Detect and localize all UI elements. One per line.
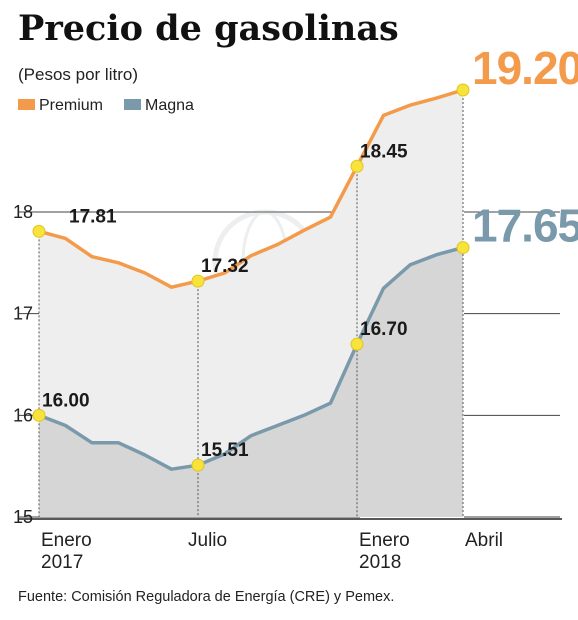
x-tick-label-1: Julio xyxy=(188,530,227,551)
legend-label-premium: Premium xyxy=(39,97,103,114)
series-lines xyxy=(38,88,464,471)
x-tick-line-1-0: Julio xyxy=(188,530,227,551)
data-points xyxy=(32,83,470,472)
legend-label-magna: Magna xyxy=(145,97,194,114)
data-point-magna-16 xyxy=(456,241,470,255)
legend-swatch-premium xyxy=(18,99,35,110)
data-labels: 17.81 17.32 18.45 19.20 16.00 15.51 16.70 17.65 xyxy=(42,42,578,461)
x-tick-line-0-1: 2017 xyxy=(41,552,83,573)
chart-source: Fuente: Comisión Reguladora de Energía (… xyxy=(18,589,394,605)
data-label-magna-0: 16.00 xyxy=(42,390,90,411)
x-tick-label-2: Enero 2018 xyxy=(359,530,410,573)
series-line-premium xyxy=(38,88,464,289)
data-label-magna-16: 17.65 xyxy=(472,200,578,252)
series-areas xyxy=(38,90,464,517)
data-label-premium-0: 17.81 xyxy=(69,206,117,227)
series-line-magna xyxy=(38,245,464,471)
x-tick-label-3: Abril xyxy=(465,530,503,551)
data-label-magna-6: 15.51 xyxy=(201,440,249,461)
legend-swatch-magna xyxy=(124,99,141,110)
y-tick-label-15: 15 xyxy=(13,507,33,527)
chart-title: Precio de gasolinas xyxy=(18,8,399,49)
y-tick-label-16: 16 xyxy=(13,405,33,425)
data-label-magna-12: 16.70 xyxy=(360,319,408,340)
data-point-magna-6 xyxy=(191,458,205,472)
chart-subtitle: (Pesos por litro) xyxy=(18,65,138,84)
x-tick-line-3-0: Abril xyxy=(465,530,503,551)
data-label-premium-16: 19.20 xyxy=(472,42,578,94)
area-magna xyxy=(39,247,463,517)
data-label-premium-6: 17.32 xyxy=(201,256,249,277)
data-point-premium-16 xyxy=(456,83,470,97)
data-point-magna-0 xyxy=(32,408,46,422)
y-axis: 15 16 17 18 xyxy=(13,202,33,527)
x-tick-line-2-1: 2018 xyxy=(359,552,401,573)
y-tick-label-17: 17 xyxy=(13,304,33,324)
y-tick-label-18: 18 xyxy=(13,202,33,222)
data-point-premium-6 xyxy=(191,274,205,288)
data-point-premium-0 xyxy=(32,224,46,238)
x-tick-line-2-0: Enero xyxy=(359,530,410,551)
data-label-premium-12: 18.45 xyxy=(360,141,408,162)
x-tick-label-0: Enero 2017 xyxy=(41,530,92,573)
data-point-premium-12 xyxy=(350,159,364,173)
area-between-series xyxy=(39,90,463,470)
x-tick-line-0-0: Enero xyxy=(41,530,92,551)
data-point-magna-12 xyxy=(350,337,364,351)
